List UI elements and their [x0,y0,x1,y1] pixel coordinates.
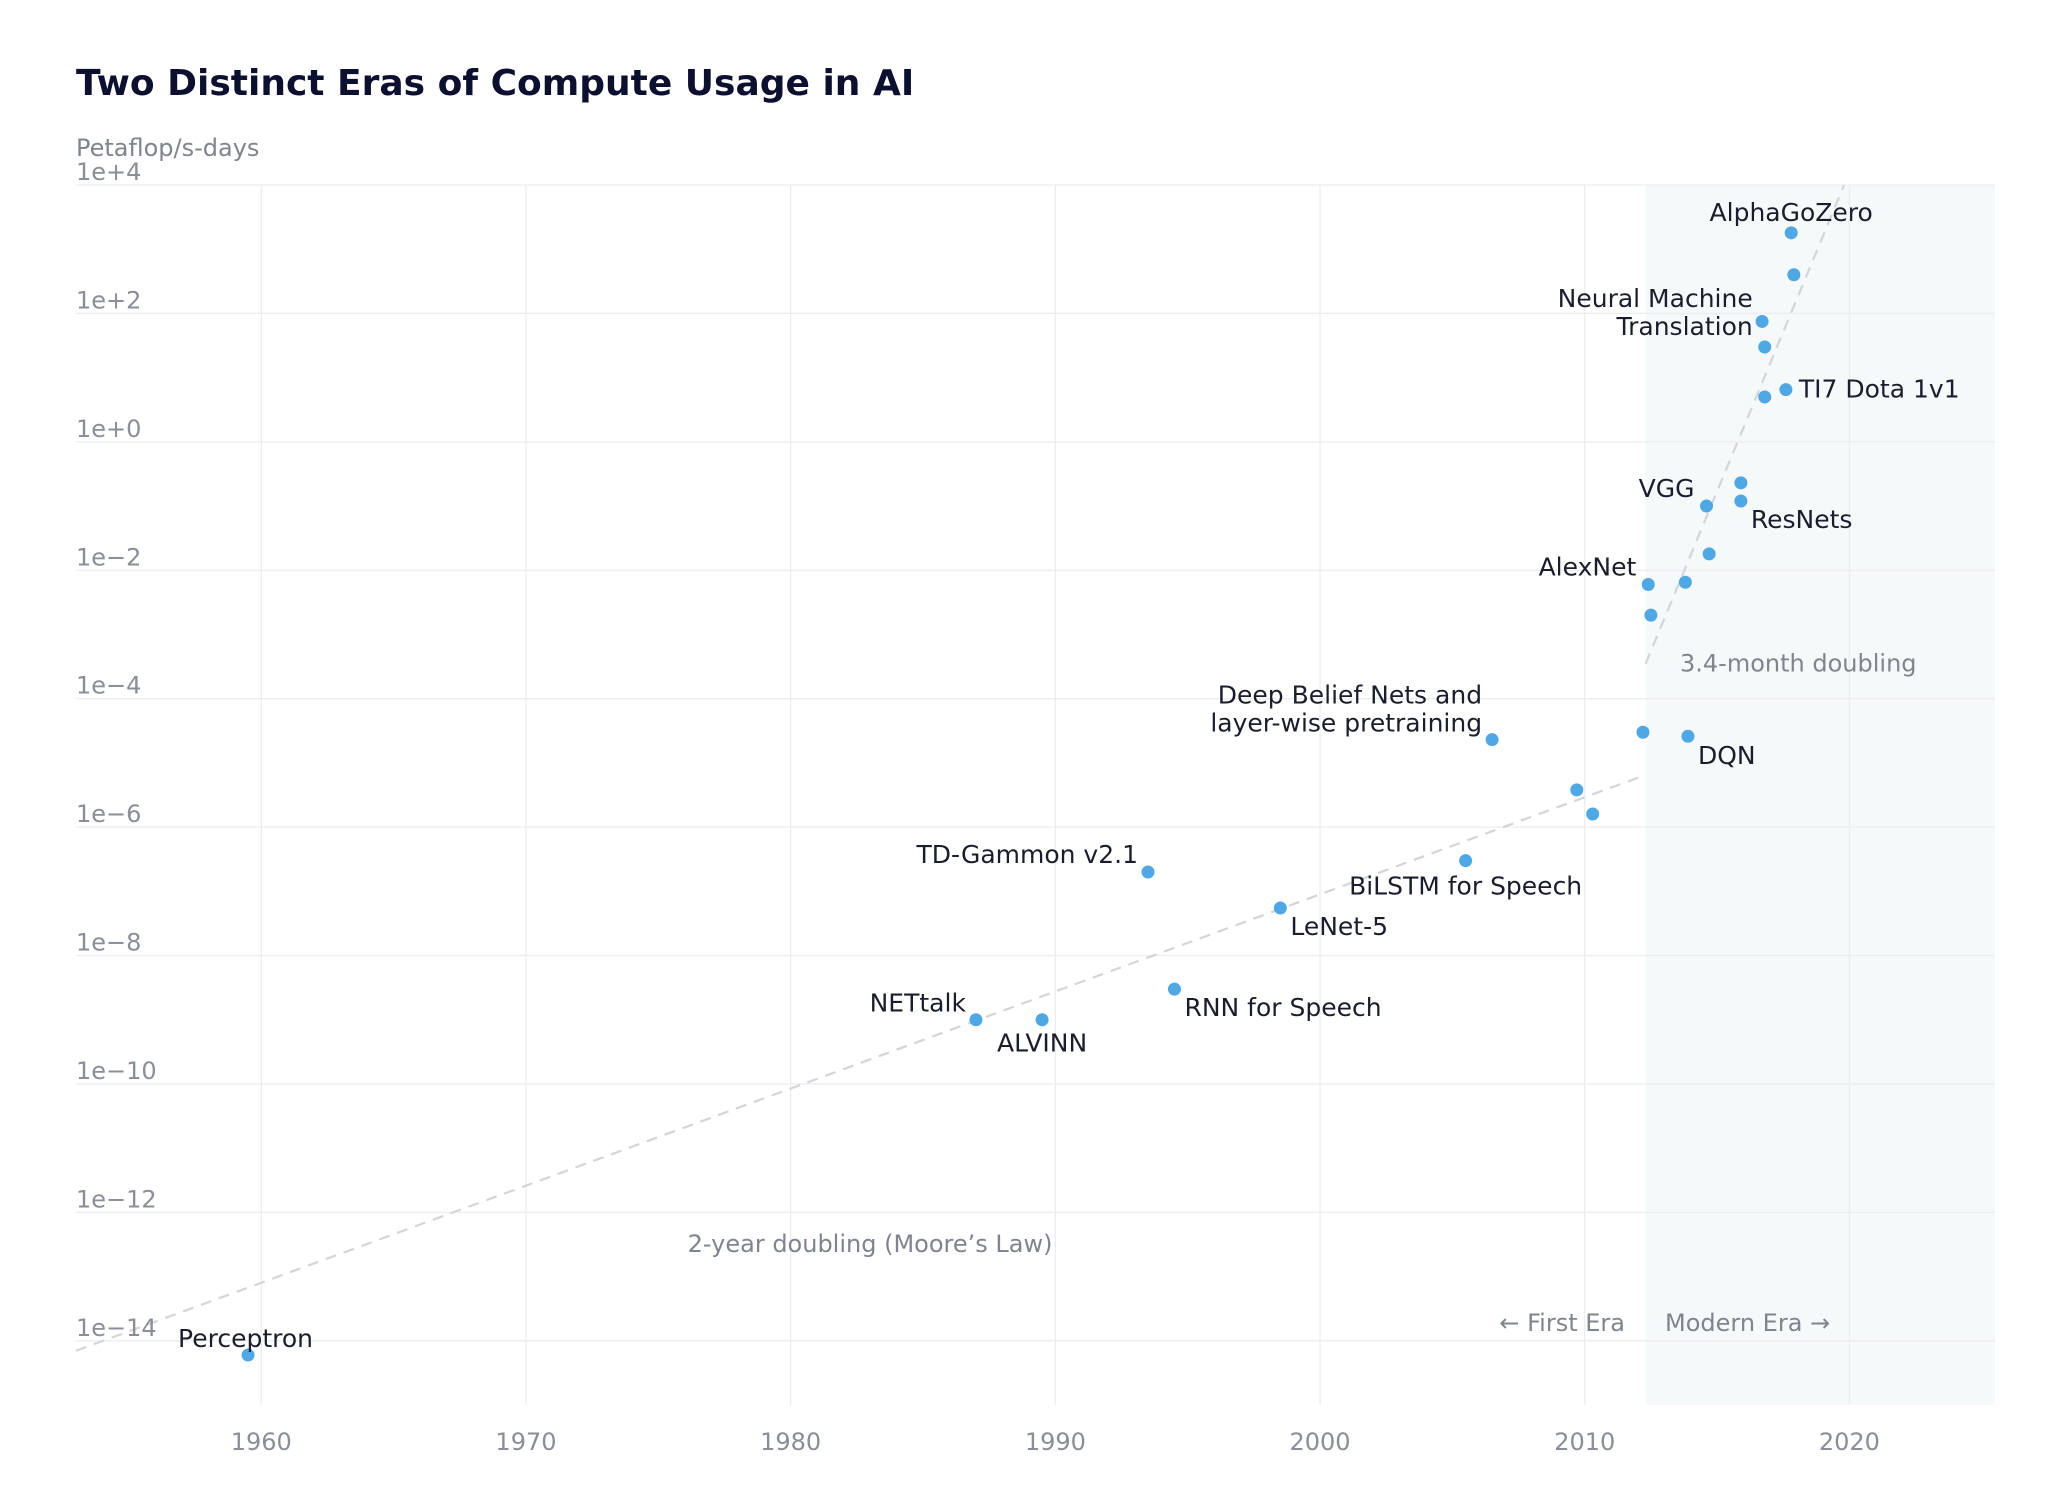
data-point [1459,854,1473,868]
x-tick-label: 2020 [1819,1428,1880,1456]
trend-line [1644,184,1846,665]
data-point [1779,383,1793,397]
data-point [1734,494,1748,508]
data-point [1035,1013,1049,1027]
y-tick-label: 1e−2 [76,543,141,571]
data-point [1702,547,1716,561]
x-tick-label: 2010 [1554,1428,1615,1456]
y-axis-label: Petaflop/s-days [76,134,259,162]
point-label: RNN for Speech [1184,993,1381,1022]
trend-line-label: 2-year doubling (Moore’s Law) [688,1230,1053,1258]
x-tick-label: 1970 [495,1428,556,1456]
point-label: VGG [1639,474,1695,503]
data-point [1141,865,1155,879]
point-label: LeNet-5 [1290,912,1388,941]
data-point [1485,733,1499,747]
data-point [969,1013,983,1027]
chart-title: Two Distinct Eras of Compute Usage in AI [76,63,914,104]
data-point [1644,608,1658,622]
data-point [1167,982,1181,996]
point-label: ALVINN [997,1029,1087,1058]
point-label: TD-Gammon v2.1 [915,840,1138,869]
point-label: Neural Machine Translation [1558,284,1753,341]
data-point [1758,390,1772,404]
data-point [1787,268,1801,282]
x-tick-label: 1960 [231,1428,292,1456]
data-point [1678,575,1692,589]
data-point [1273,901,1287,915]
point-label: ResNets [1751,505,1853,534]
data-point [1734,476,1748,490]
point-label: AlphaGoZero [1710,198,1873,227]
trend-line-label: 3.4-month doubling [1680,650,1917,678]
point-label: DQN [1698,741,1756,770]
y-tick-label: 1e+2 [76,286,141,314]
trend-line [75,773,1646,1352]
x-tick-label: 2000 [1290,1428,1351,1456]
x-tick-label: 1980 [760,1428,821,1456]
y-tick-label: 1e−8 [76,929,141,957]
first-era-label: ← First Era [1499,1309,1625,1337]
data-point [1636,725,1650,739]
y-tick-label: 1e−14 [76,1314,157,1342]
data-point [1758,340,1772,354]
data-point [1586,807,1600,821]
point-label: TI7 Dota 1v1 [1798,375,1960,404]
point-label: BiLSTM for Speech [1349,872,1582,901]
y-tick-label: 1e−6 [76,800,141,828]
data-point [241,1348,255,1362]
modern-era-region [1645,185,1995,1405]
point-label: Perceptron [178,1324,313,1353]
point-label: NETtalk [870,989,967,1018]
y-tick-label: 1e+4 [76,158,141,186]
modern-era-label: Modern Era → [1665,1309,1830,1337]
data-point [1699,499,1713,513]
x-tick-label: 1990 [1025,1428,1086,1456]
y-tick-label: 1e−12 [76,1185,157,1213]
y-tick-label: 1e−4 [76,672,141,700]
data-point [1570,783,1584,797]
point-label: AlexNet [1539,553,1637,582]
y-tick-label: 1e−10 [76,1057,157,1085]
data-point [1641,578,1655,592]
data-point [1755,314,1769,328]
point-label: Deep Belief Nets and layer-wise pretraini… [1210,681,1482,738]
data-point [1784,226,1798,240]
data-point [1681,729,1695,743]
y-tick-label: 1e+0 [76,415,141,443]
